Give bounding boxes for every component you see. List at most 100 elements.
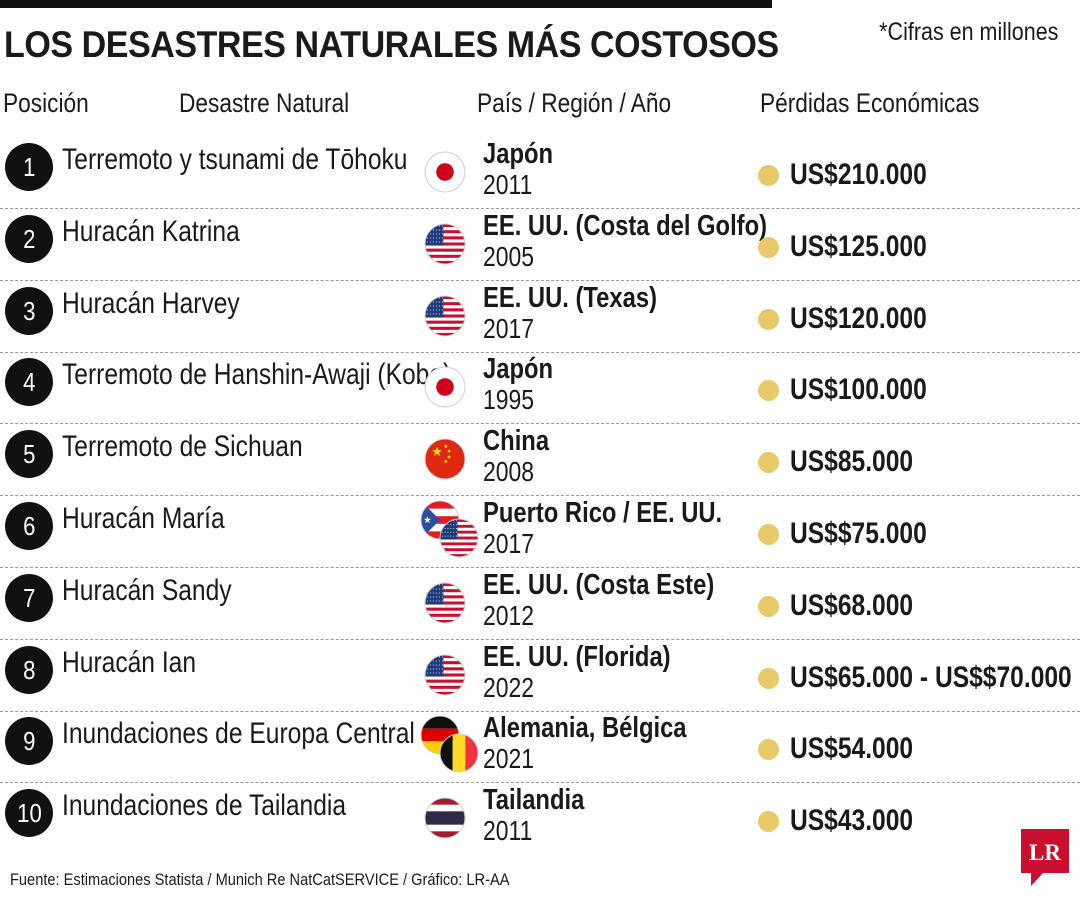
loss-value: US$85.000 bbox=[790, 445, 914, 479]
loss-dot-icon bbox=[758, 308, 779, 330]
table-row: 1 Terremoto y tsunami de Tōhoku Japón 2011 U… bbox=[0, 137, 1080, 209]
thailand-flag-icon bbox=[424, 797, 466, 839]
disaster-name: Huracán Sandy bbox=[62, 573, 232, 607]
country-label: Japón bbox=[483, 353, 554, 386]
rank-badge: 8 bbox=[5, 645, 53, 694]
year-label: 1995 bbox=[483, 384, 535, 416]
rank-badge: 6 bbox=[5, 502, 53, 550]
flag-group bbox=[418, 644, 482, 706]
loss-dot-icon bbox=[758, 452, 779, 474]
table-row: 3 Huracán Harvey EE. UU. (Texas) 2017 US$120… bbox=[0, 281, 1080, 353]
loss-dot-icon bbox=[758, 595, 779, 617]
country-label: Tailandia bbox=[483, 784, 585, 817]
loss-value: US$$75.000 bbox=[790, 517, 927, 550]
year-label: 2017 bbox=[483, 312, 535, 344]
japan-flag-icon bbox=[424, 366, 466, 408]
disaster-name: Inundaciones de Europa Central bbox=[62, 717, 415, 751]
lr-logo: LR bbox=[1021, 829, 1069, 886]
loss-dot-icon bbox=[758, 165, 779, 186]
usa-flag-icon bbox=[424, 654, 466, 696]
table-row: 8 Huracán Ian EE. UU. (Florida) 2022 US$65.0… bbox=[0, 640, 1080, 712]
year-label: 2011 bbox=[483, 815, 533, 847]
loss-value: US$125.000 bbox=[790, 229, 927, 263]
country-label: Alemania, Bélgica bbox=[483, 712, 687, 745]
loss-dot-icon bbox=[758, 811, 779, 833]
loss-value: US$210.000 bbox=[790, 158, 927, 191]
year-label: 2021 bbox=[483, 743, 535, 775]
flag-group bbox=[418, 787, 482, 849]
flag-group bbox=[418, 715, 482, 777]
table-row: 4 Terremoto de Hanshin-Awaji (Kobe) Japón 1… bbox=[0, 352, 1080, 425]
header-country: País / Región / Año bbox=[477, 88, 672, 118]
disaster-name: Terremoto de Sichuan bbox=[62, 430, 303, 464]
japan-flag-icon bbox=[424, 151, 466, 193]
rank-badge: 3 bbox=[5, 286, 53, 335]
loss-value: US$120.000 bbox=[790, 301, 927, 335]
year-label: 2011 bbox=[483, 169, 533, 200]
disaster-name: Huracán María bbox=[62, 502, 225, 535]
loss-dot-icon bbox=[758, 236, 779, 258]
table-row: 7 Huracán Sandy EE. UU. (Costa Este) 2012 US… bbox=[0, 568, 1080, 640]
country-label: China bbox=[483, 425, 550, 458]
year-label: 2005 bbox=[483, 240, 535, 272]
flag-group bbox=[418, 500, 482, 562]
loss-dot-icon bbox=[758, 524, 779, 545]
loss-dot-icon bbox=[758, 739, 779, 761]
top-rule bbox=[0, 0, 772, 8]
table-row: 6 Huracán María Puerto Rico / EE. UU. 2017 U… bbox=[0, 496, 1080, 568]
flag-group bbox=[418, 141, 482, 203]
loss-value: US$65.000 - US$$70.000 bbox=[790, 660, 1072, 694]
rank-badge: 5 bbox=[5, 430, 53, 479]
loss-value: US$100.000 bbox=[790, 373, 927, 407]
loss-value: US$68.000 bbox=[790, 588, 914, 622]
belgium-flag-icon bbox=[439, 733, 479, 773]
loss-value: US$43.000 bbox=[790, 804, 914, 838]
header-disaster: Desastre Natural bbox=[179, 88, 350, 118]
year-label: 2012 bbox=[483, 599, 535, 631]
year-label: 2022 bbox=[483, 671, 535, 703]
header-position: Posición bbox=[3, 88, 89, 118]
table-row: 10 Inundaciones de Tailandia Tailandia 2011… bbox=[0, 783, 1080, 854]
year-label: 2017 bbox=[483, 528, 535, 559]
usa-flag-icon bbox=[424, 295, 466, 337]
usa-flag-icon bbox=[424, 582, 466, 624]
usa-flag-icon bbox=[424, 223, 466, 265]
disaster-name: Terremoto de Hanshin-Awaji (Kobe) bbox=[62, 358, 452, 392]
rank-badge: 1 bbox=[5, 143, 53, 191]
units-note: *Cifras en millones bbox=[878, 18, 1058, 46]
country-label: EE. UU. (Costa Este) bbox=[483, 568, 715, 601]
country-label: EE. UU. (Texas) bbox=[483, 281, 658, 314]
rank-badge: 4 bbox=[5, 358, 53, 407]
flag-group bbox=[418, 285, 482, 347]
loss-dot-icon bbox=[758, 380, 779, 402]
logo-text: LR bbox=[1029, 840, 1061, 865]
loss-value: US$54.000 bbox=[790, 732, 914, 766]
rank-badge: 7 bbox=[5, 573, 53, 622]
flag-group bbox=[418, 356, 482, 418]
table-row: 9 Inundaciones de Europa Central Alemania,… bbox=[0, 711, 1080, 784]
flag-group bbox=[418, 572, 482, 634]
header-loss: Pérdidas Económicas bbox=[760, 88, 980, 118]
source-note: Fuente: Estimaciones Statista / Munich R… bbox=[10, 870, 510, 889]
year-label: 2008 bbox=[483, 456, 535, 488]
usa-flag-icon bbox=[439, 518, 479, 558]
china-flag-icon bbox=[424, 438, 466, 480]
rank-badge: 9 bbox=[5, 717, 53, 766]
disaster-name: Inundaciones de Tailandia bbox=[62, 789, 347, 823]
country-label: Puerto Rico / EE. UU. bbox=[483, 497, 723, 529]
flag-group bbox=[418, 213, 482, 275]
loss-dot-icon bbox=[758, 667, 779, 689]
flag-group bbox=[418, 428, 482, 490]
rank-badge: 2 bbox=[5, 214, 53, 263]
country-label: EE. UU. (Costa del Golfo) bbox=[483, 209, 768, 242]
country-label: Japón bbox=[483, 138, 554, 170]
country-label: EE. UU. (Florida) bbox=[483, 640, 671, 673]
disaster-name: Huracán Ian bbox=[62, 645, 197, 679]
disaster-name: Terremoto y tsunami de Tōhoku bbox=[62, 143, 408, 176]
page-title: LOS DESASTRES NATURALES MÁS COSTOSOS bbox=[4, 24, 779, 65]
disaster-name: Huracán Harvey bbox=[62, 286, 240, 320]
rank-badge: 10 bbox=[5, 789, 53, 838]
table-row: 2 Huracán Katrina EE. UU. (Costa del Golfo… bbox=[0, 209, 1080, 281]
table-row: 5 Terremoto de Sichuan China 2008 US$85.000 bbox=[0, 424, 1080, 497]
disaster-name: Huracán Katrina bbox=[62, 214, 240, 248]
